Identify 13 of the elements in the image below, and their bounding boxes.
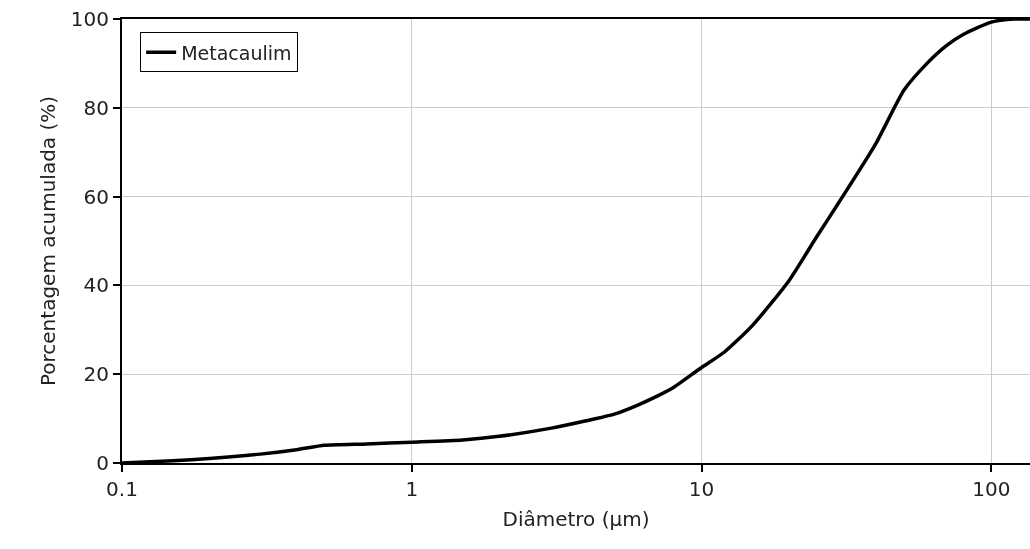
y-tick-label: 80 bbox=[83, 95, 109, 120]
y-axis-title: Porcentagem acumulada (%) bbox=[35, 95, 60, 387]
x-axis-title: Diâmetro (µm) bbox=[502, 507, 650, 531]
legend-label: Metacaulim bbox=[181, 41, 292, 64]
y-tick-label: 60 bbox=[83, 184, 109, 209]
y-tick-label: 20 bbox=[83, 362, 109, 387]
y-tick-label: 0 bbox=[96, 451, 109, 475]
x-tick-label: 10 bbox=[688, 477, 715, 501]
x-tick-label: 100 bbox=[972, 477, 1011, 501]
y-tick-label: 100 bbox=[70, 7, 109, 31]
x-tick-label: 1 bbox=[405, 477, 419, 501]
x-tick-label: 0.1 bbox=[106, 477, 138, 501]
y-tick-label: 40 bbox=[83, 273, 109, 298]
